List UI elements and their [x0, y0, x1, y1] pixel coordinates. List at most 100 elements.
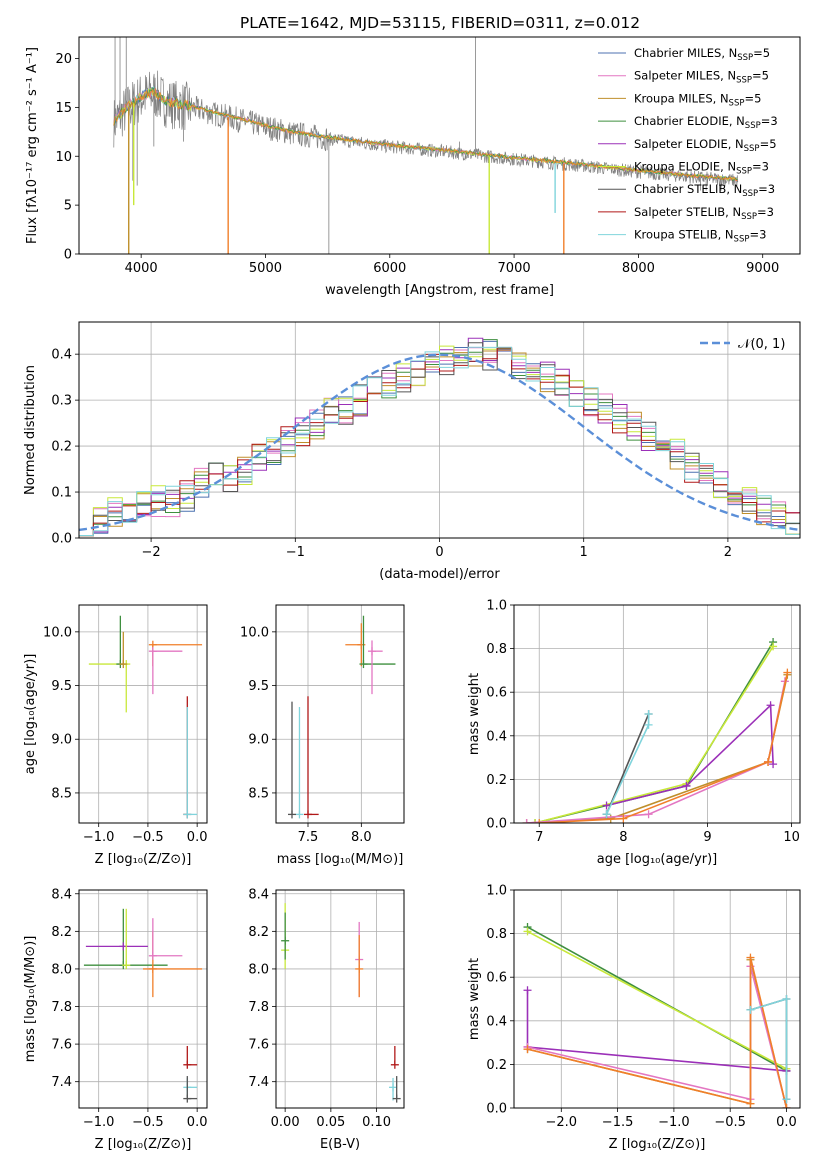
panel-mass-vs-ebv: 0.00 0.05 0.10 7.4 7.6 7.8 8.0 8.2 8.4 E(B-V)	[248, 887, 405, 1152]
x-tick-label: −1.0	[83, 1115, 115, 1130]
x-tick-label: 1	[580, 545, 588, 560]
x-tick-label: 0	[435, 545, 443, 560]
data-point-errorbar	[392, 1076, 401, 1103]
mass-weight-marker	[782, 1095, 791, 1104]
y-tick-label: 10.0	[43, 625, 72, 640]
x-tick-label: 9	[703, 830, 711, 845]
x-axis-label: (data-model)/error	[379, 567, 500, 582]
y-tick-label: 8.2	[248, 925, 269, 940]
y-axis-label: Flux [fλ10⁻¹⁷ erg cm⁻² s⁻¹ A⁻¹]	[25, 47, 40, 244]
axes-frame	[275, 889, 405, 1109]
model-spectrum-line	[113, 88, 738, 182]
panel-mass-vs-z: −1.0 −0.5 0.0 7.4 7.6 7.8 8.0 8.2 8.4 Z [log₁₀(Z/…	[23, 887, 208, 1152]
mass-weight-marker	[602, 801, 611, 810]
figure-title: PLATE=1642, MJD=53115, FIBERID=0311, z=0…	[240, 14, 640, 32]
plot-area	[88, 615, 203, 819]
mass-weight-line	[606, 703, 774, 807]
mass-weight-marker	[644, 720, 653, 729]
mass-weight-marker	[783, 668, 792, 677]
mass-weight-line	[527, 966, 788, 1108]
mass-weight-marker	[535, 819, 544, 823]
y-tick-label: 7.4	[248, 1075, 269, 1090]
data-point-errorbar	[88, 660, 131, 713]
x-tick-label: 0.05	[316, 1115, 345, 1130]
x-tick-label: −1.0	[83, 830, 115, 845]
y-tick-label: 8.4	[51, 887, 72, 902]
x-tick-label: −0.5	[132, 1115, 164, 1130]
mass-weight-marker	[769, 642, 778, 651]
mass-weight-marker	[602, 810, 611, 819]
mass-weight-marker	[764, 757, 773, 766]
x-tick-label: 2	[724, 545, 732, 560]
data-point-errorbar	[119, 631, 128, 669]
y-tick-label: 8.2	[51, 925, 72, 940]
panel-massweight-vs-z: −2.0 −1.5 −1.0 −0.5 0.0 0.0 0.2 0.4 0.6 0.8 1.0 Z […	[467, 884, 801, 1152]
x-axis-label: age [log₁₀(age/yr)]	[597, 852, 718, 867]
mass-weight-marker	[644, 710, 653, 718]
legend-label: Kroupa STELIB, NSSP=3	[634, 228, 766, 245]
x-tick-label: −0.5	[132, 830, 164, 845]
data-point-errorbar	[183, 707, 198, 819]
data-point-errorbar	[148, 647, 183, 695]
normal-distribution-curve	[79, 353, 800, 532]
x-axis-label: E(B-V)	[320, 1137, 360, 1152]
y-tick-label: 0.4	[51, 348, 72, 363]
plot-area	[523, 923, 791, 1108]
spectrum-legend: Chabrier MILES, NSSP=5 Salpeter MILES, NS…	[598, 46, 778, 245]
axes: −1.0 −0.5 0.0 7.4 7.6 7.8 8.0 8.2 8.4 Z [log₁₀(Z/…	[23, 887, 208, 1152]
y-axis-label: mass weight	[467, 958, 482, 1040]
x-tick-label: −1.0	[658, 1115, 690, 1130]
y-tick-label: 0.3	[51, 394, 72, 409]
legend-label: Chabrier STELIB, NSSP=3	[634, 182, 775, 199]
axes: −1.0 −0.5 0.0 8.5 9.0 9.5 10.0 Z [log₁₀(Z/Z⊙)] a…	[23, 604, 208, 867]
mass-weight-marker	[782, 1104, 791, 1108]
y-tick-label: 9.5	[51, 679, 72, 694]
y-axis-label: Normed distribution	[23, 365, 38, 495]
data-point-errorbar	[295, 707, 304, 819]
mass-weight-marker	[644, 810, 653, 819]
mass-weight-marker	[682, 781, 691, 790]
y-axis-label: age [log₁₀(age/yr)]	[23, 654, 38, 775]
mass-weight-line	[534, 645, 774, 823]
data-point-errorbar	[183, 1045, 198, 1069]
y-tick-label: 8.5	[248, 786, 269, 801]
data-point-errorbar	[85, 942, 148, 951]
x-tick-label: −2	[142, 545, 161, 560]
panel-age-vs-z: −1.0 −0.5 0.0 8.5 9.0 9.5 10.0 Z [log₁₀(Z/Z⊙)] a…	[23, 604, 208, 867]
axes-frame	[78, 36, 801, 255]
data-point-errorbar	[390, 1045, 399, 1069]
panel-massweight-vs-age: 7 8 9 10 0.0 0.2 0.4 0.6 0.8 1.0 age [log₁₀(age/yr…	[467, 599, 801, 867]
y-tick-label: 10	[55, 150, 72, 165]
axes-frame	[275, 604, 405, 824]
mass-weight-line	[534, 641, 774, 823]
x-tick-label: 9000	[746, 261, 779, 276]
y-tick-label: 0.4	[486, 1014, 507, 1029]
data-point-errorbar	[148, 918, 183, 960]
y-tick-label: 9.0	[248, 733, 269, 748]
legend-label: Chabrier ELODIE, NSSP=3	[634, 114, 778, 131]
y-tick-label: 8.5	[51, 786, 72, 801]
y-tick-label: 8.0	[51, 962, 72, 977]
axes-frame	[513, 604, 801, 824]
axes: 0.00 0.05 0.10 7.4 7.6 7.8 8.0 8.2 8.4 E(B-V)	[248, 887, 405, 1152]
y-tick-label: 0.0	[51, 532, 72, 547]
x-tick-label: −1	[286, 545, 305, 560]
mass-weight-marker	[746, 953, 755, 962]
legend-label: Salpeter MILES, NSSP=5	[634, 69, 769, 86]
data-point-errorbar	[143, 931, 203, 998]
plot-area	[79, 337, 800, 537]
data-point-errorbar	[281, 912, 290, 960]
x-tick-label: 0.00	[271, 1115, 300, 1130]
gridlines	[514, 604, 800, 824]
y-tick-label: 7.6	[248, 1038, 269, 1053]
legend-label: Salpeter ELODIE, NSSP=5	[634, 137, 777, 154]
plot-area	[288, 615, 396, 819]
y-tick-label: 0	[64, 248, 72, 263]
x-tick-label: 0.0	[187, 1115, 208, 1130]
y-axis-label: mass [log₁₀(M/M⊙)]	[23, 936, 38, 1063]
mass-weight-marker	[746, 1005, 755, 1014]
legend-label: Salpeter STELIB, NSSP=3	[634, 205, 774, 222]
x-tick-label: 4000	[125, 261, 158, 276]
gridlines	[79, 605, 207, 823]
mass-weight-line	[539, 672, 789, 823]
